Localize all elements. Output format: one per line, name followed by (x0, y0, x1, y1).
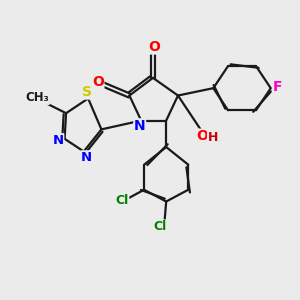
Text: O: O (196, 129, 208, 143)
Text: Cl: Cl (154, 220, 167, 233)
Text: H: H (208, 131, 218, 144)
Text: N: N (81, 151, 92, 164)
Text: O: O (148, 40, 160, 54)
Text: CH₃: CH₃ (26, 92, 49, 104)
Text: N: N (52, 134, 64, 147)
Text: Cl: Cl (116, 194, 129, 207)
Text: O: O (92, 75, 104, 89)
Text: N: N (134, 119, 146, 133)
Text: S: S (82, 85, 92, 99)
Text: F: F (272, 80, 282, 94)
